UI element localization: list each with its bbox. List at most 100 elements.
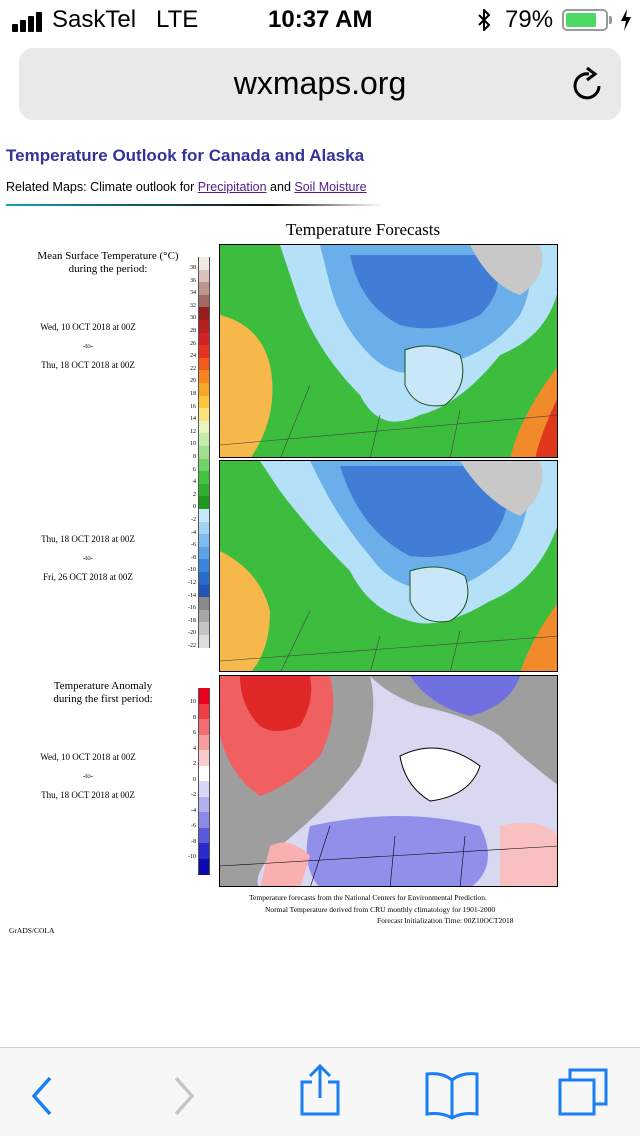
temp-colorbar-tick: -14: [188, 592, 196, 599]
temp-colorbar-swatch: [198, 584, 210, 598]
anomaly-colorbar-tick: -2: [191, 792, 196, 798]
back-icon[interactable]: [30, 1076, 54, 1116]
temp-colorbar-swatch: [198, 496, 210, 510]
url-text[interactable]: wxmaps.org: [233, 65, 407, 101]
grads-credit: GrADS/COLA: [9, 926, 55, 935]
anomaly-colorbar-swatch: [198, 843, 210, 859]
anomaly-colorbar-tick: -8: [191, 838, 196, 845]
soil-moisture-link[interactable]: Soil Moisture: [294, 180, 367, 194]
forward-icon[interactable]: [172, 1076, 196, 1116]
temp-colorbar-swatch: [198, 458, 210, 472]
temp-colorbar-tick: 22: [190, 365, 196, 372]
temp-colorbar-swatch: [198, 471, 210, 485]
temp-colorbar-tick: 34: [190, 290, 196, 297]
battery-level: [566, 13, 596, 27]
temp-colorbar-tick: -4: [191, 529, 196, 536]
temp-colorbar-swatch: [198, 269, 210, 283]
temp-colorbar-swatch: [198, 332, 210, 346]
temp-colorbar-tick: 2: [193, 491, 196, 498]
period3-end: Thu, 18 OCT 2018 at 00Z: [41, 790, 135, 800]
reload-icon[interactable]: [571, 66, 605, 102]
anomaly-label-line2: during the first period:: [53, 693, 153, 705]
safari-toolbar: [0, 1047, 640, 1136]
period3-to: -to-: [82, 772, 94, 780]
anomaly-colorbar-tick: 10: [190, 699, 196, 705]
temp-colorbar-swatch: [198, 420, 210, 434]
mean-temp-label-line1: Mean Surface Temperature (°C): [37, 250, 179, 262]
temp-colorbar-swatch: [198, 521, 210, 535]
anomaly-colorbar-swatch: [198, 750, 210, 766]
temp-colorbar-swatch: [198, 307, 210, 321]
temp-colorbar-swatch: [198, 294, 210, 308]
precipitation-link[interactable]: Precipitation: [197, 180, 267, 194]
period3-start: Wed, 10 OCT 2018 at 00Z: [40, 752, 136, 762]
anomaly-colorbar-swatch: [198, 703, 210, 720]
temp-colorbar-swatch: [198, 572, 210, 586]
temp-colorbar-tick: 30: [190, 315, 196, 322]
temp-colorbar-tick: 16: [190, 403, 196, 410]
temp-colorbar-tick: 28: [190, 328, 196, 334]
temperature-map-period1: [219, 244, 558, 458]
anomaly-label-line1: Temperature Anomaly: [53, 680, 153, 692]
anomaly-colorbar-swatch: [198, 796, 210, 813]
temp-colorbar-swatch: [198, 345, 210, 359]
signal-strength-icon: [12, 12, 44, 32]
temp-colorbar-tick: 8: [193, 454, 196, 460]
temp-colorbar-swatch: [198, 509, 210, 523]
address-bar[interactable]: wxmaps.org: [19, 48, 621, 120]
battery-percent: 79%: [505, 6, 554, 33]
divider-rule: [6, 204, 382, 206]
page-title: Temperature Outlook for Canada and Alask…: [6, 146, 365, 165]
related-maps: Related Maps: Climate outlook for Precip…: [6, 180, 367, 194]
bookmarks-icon[interactable]: [424, 1070, 480, 1120]
footnote-source: Temperature forecasts from the National …: [249, 893, 487, 902]
temp-colorbar-tick: -12: [188, 580, 196, 586]
anomaly-colorbar-swatch: [198, 812, 210, 828]
period1-end: Thu, 18 OCT 2018 at 00Z: [41, 360, 135, 370]
share-icon[interactable]: [298, 1064, 342, 1118]
temp-colorbar-swatch: [198, 635, 210, 649]
anomaly-colorbar-tick: 4: [193, 745, 196, 752]
temp-colorbar-tick: 32: [190, 302, 196, 309]
temp-colorbar-tick: 6: [193, 466, 196, 473]
temp-colorbar-swatch: [198, 446, 210, 460]
temp-colorbar-tick: 26: [190, 340, 196, 347]
temp-colorbar-tick: 0: [193, 504, 196, 511]
battery-icon: [562, 9, 608, 31]
tabs-icon[interactable]: [556, 1066, 610, 1120]
related-prefix: Related Maps: Climate outlook for: [6, 180, 198, 194]
temp-colorbar-tick: -2: [191, 517, 196, 523]
temp-colorbar-swatch: [198, 559, 210, 573]
temp-colorbar-tick: 38: [190, 265, 196, 271]
anomaly-colorbar-swatch: [198, 688, 210, 704]
temp-colorbar-tick: 4: [193, 479, 196, 486]
anomaly-colorbar-swatch: [198, 719, 210, 735]
anomaly-colorbar-tick: 2: [193, 761, 196, 767]
temperature-map-period2: [219, 460, 558, 672]
anomaly-colorbar-swatch: [198, 781, 210, 797]
temp-colorbar-tick: 36: [190, 277, 196, 284]
battery-cap: [609, 16, 612, 24]
period1-dates: Wed, 10 OCT 2018 at 00Z -to- Thu, 18 OCT…: [8, 318, 168, 375]
temp-colorbar-tick: -22: [188, 643, 196, 649]
anomaly-colorbar-swatch: [198, 827, 210, 844]
anomaly-colorbar-tick: -10: [188, 854, 196, 860]
temp-colorbar-tick: -20: [188, 630, 196, 637]
temp-colorbar-swatch: [198, 383, 210, 397]
temp-colorbar-swatch: [198, 433, 210, 447]
period2-to: -to-: [82, 554, 94, 562]
footnote-climatology: Normal Temperature derived from CRU mont…: [265, 905, 496, 914]
temp-colorbar-tick: -8: [191, 554, 196, 561]
anomaly-colorbar-tick: 8: [193, 714, 196, 721]
temp-colorbar-swatch: [198, 534, 210, 548]
temp-colorbar-tick: 18: [190, 391, 196, 397]
anomaly-colorbar-swatch: [198, 734, 210, 751]
temp-colorbar-swatch: [198, 320, 210, 334]
temp-colorbar-swatch: [198, 483, 210, 497]
clock: 10:37 AM: [268, 6, 373, 33]
related-and: and: [266, 180, 295, 194]
anomaly-colorbar-tick: 0: [193, 776, 196, 783]
temp-colorbar-tick: -18: [188, 617, 196, 624]
network-type: LTE: [156, 6, 199, 33]
temp-colorbar-swatch: [198, 408, 210, 422]
